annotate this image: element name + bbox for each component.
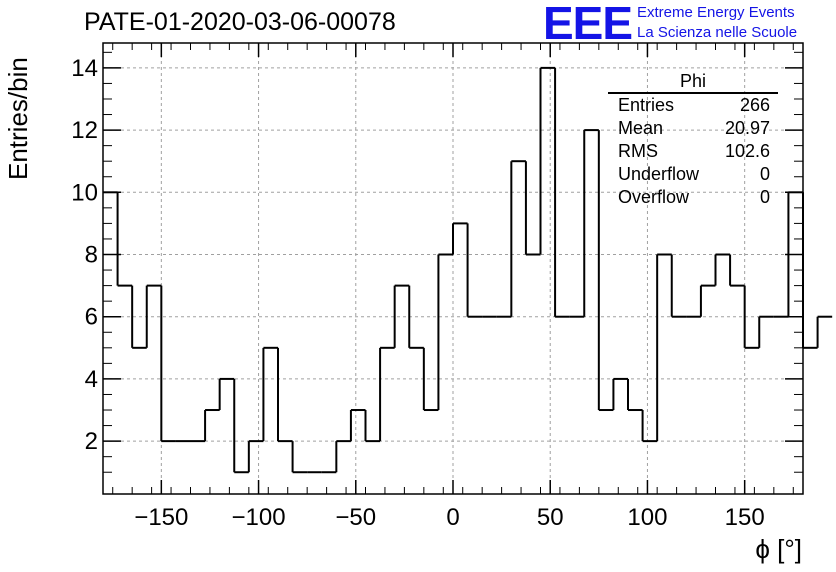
stats-label: Overflow — [618, 187, 690, 207]
y-tick-label: 2 — [85, 428, 98, 455]
stats-label: Underflow — [618, 164, 700, 184]
stats-row-mean: Mean 20.97 — [608, 117, 778, 140]
y-tick-label: 8 — [85, 242, 98, 269]
y-tick-label: 10 — [71, 179, 98, 206]
y-tick-label: 6 — [85, 304, 98, 331]
y-tick-label: 12 — [71, 117, 98, 144]
x-tick-label: −150 — [134, 504, 188, 531]
logo-line-2: La Scienza nelle Scuole — [637, 24, 798, 41]
x-tick-label: 150 — [725, 504, 765, 531]
x-tick-label: −50 — [335, 504, 376, 531]
x-tick-label: 100 — [627, 504, 667, 531]
stats-label: Entries — [618, 95, 675, 115]
stats-label: Mean — [618, 118, 664, 138]
stats-name: Phi — [608, 70, 778, 94]
stats-row-underflow: Underflow 0 — [608, 163, 778, 186]
x-tick-label: −100 — [232, 504, 286, 531]
y-tick-label: 14 — [71, 55, 98, 82]
x-tick-label: 0 — [446, 504, 459, 531]
eee-logo: EEE — [543, 0, 633, 49]
logo-line-1: Extreme Energy Events — [637, 4, 795, 21]
stats-box: Phi Entries 266 Mean 20.97 RMS 102.6 Und… — [608, 70, 778, 209]
run-title: PATE-01-2020-03-06-00078 — [84, 8, 396, 36]
stats-value: 266 — [739, 95, 770, 115]
stats-label: RMS — [618, 141, 658, 161]
y-tick-label: 4 — [85, 366, 98, 393]
stats-value: 20.97 — [724, 118, 770, 138]
stats-row-overflow: Overflow 0 — [608, 186, 778, 209]
x-axis-label: ϕ [°] — [755, 534, 802, 564]
x-tick-label: 50 — [537, 504, 564, 531]
stats-value: 0 — [759, 164, 770, 184]
stats-value: 0 — [759, 187, 770, 207]
stats-row-entries: Entries 266 — [608, 94, 778, 117]
stats-row-rms: RMS 102.6 — [608, 140, 778, 163]
plot-frame — [102, 42, 804, 495]
y-axis-label: Entries/bin — [3, 57, 33, 180]
stats-value: 102.6 — [724, 141, 770, 161]
